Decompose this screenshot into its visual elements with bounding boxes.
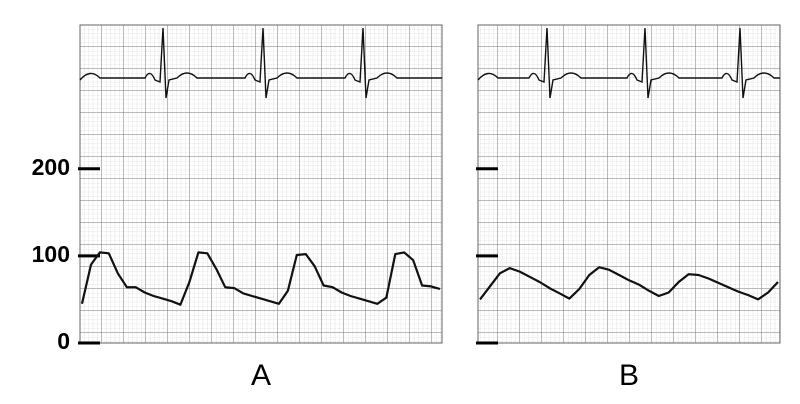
ecg-trace [79, 27, 442, 99]
panel-title: B [619, 359, 639, 392]
panel-title: A [251, 359, 271, 392]
y-tick-label: 200 [32, 154, 70, 180]
ecg-trace [477, 27, 780, 99]
y-tick-label: 0 [57, 328, 70, 354]
y-tick-label: 100 [32, 241, 70, 267]
grid-paper [477, 24, 781, 344]
pressure-line [80, 251, 441, 306]
pressure-line [479, 266, 779, 301]
